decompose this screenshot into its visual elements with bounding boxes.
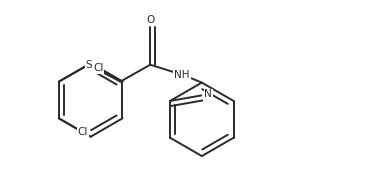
Text: NH: NH: [174, 70, 190, 80]
Text: S: S: [85, 60, 92, 70]
Text: N: N: [204, 89, 212, 99]
Text: Cl: Cl: [78, 127, 88, 137]
Text: O: O: [146, 15, 154, 25]
Text: Cl: Cl: [93, 63, 104, 73]
